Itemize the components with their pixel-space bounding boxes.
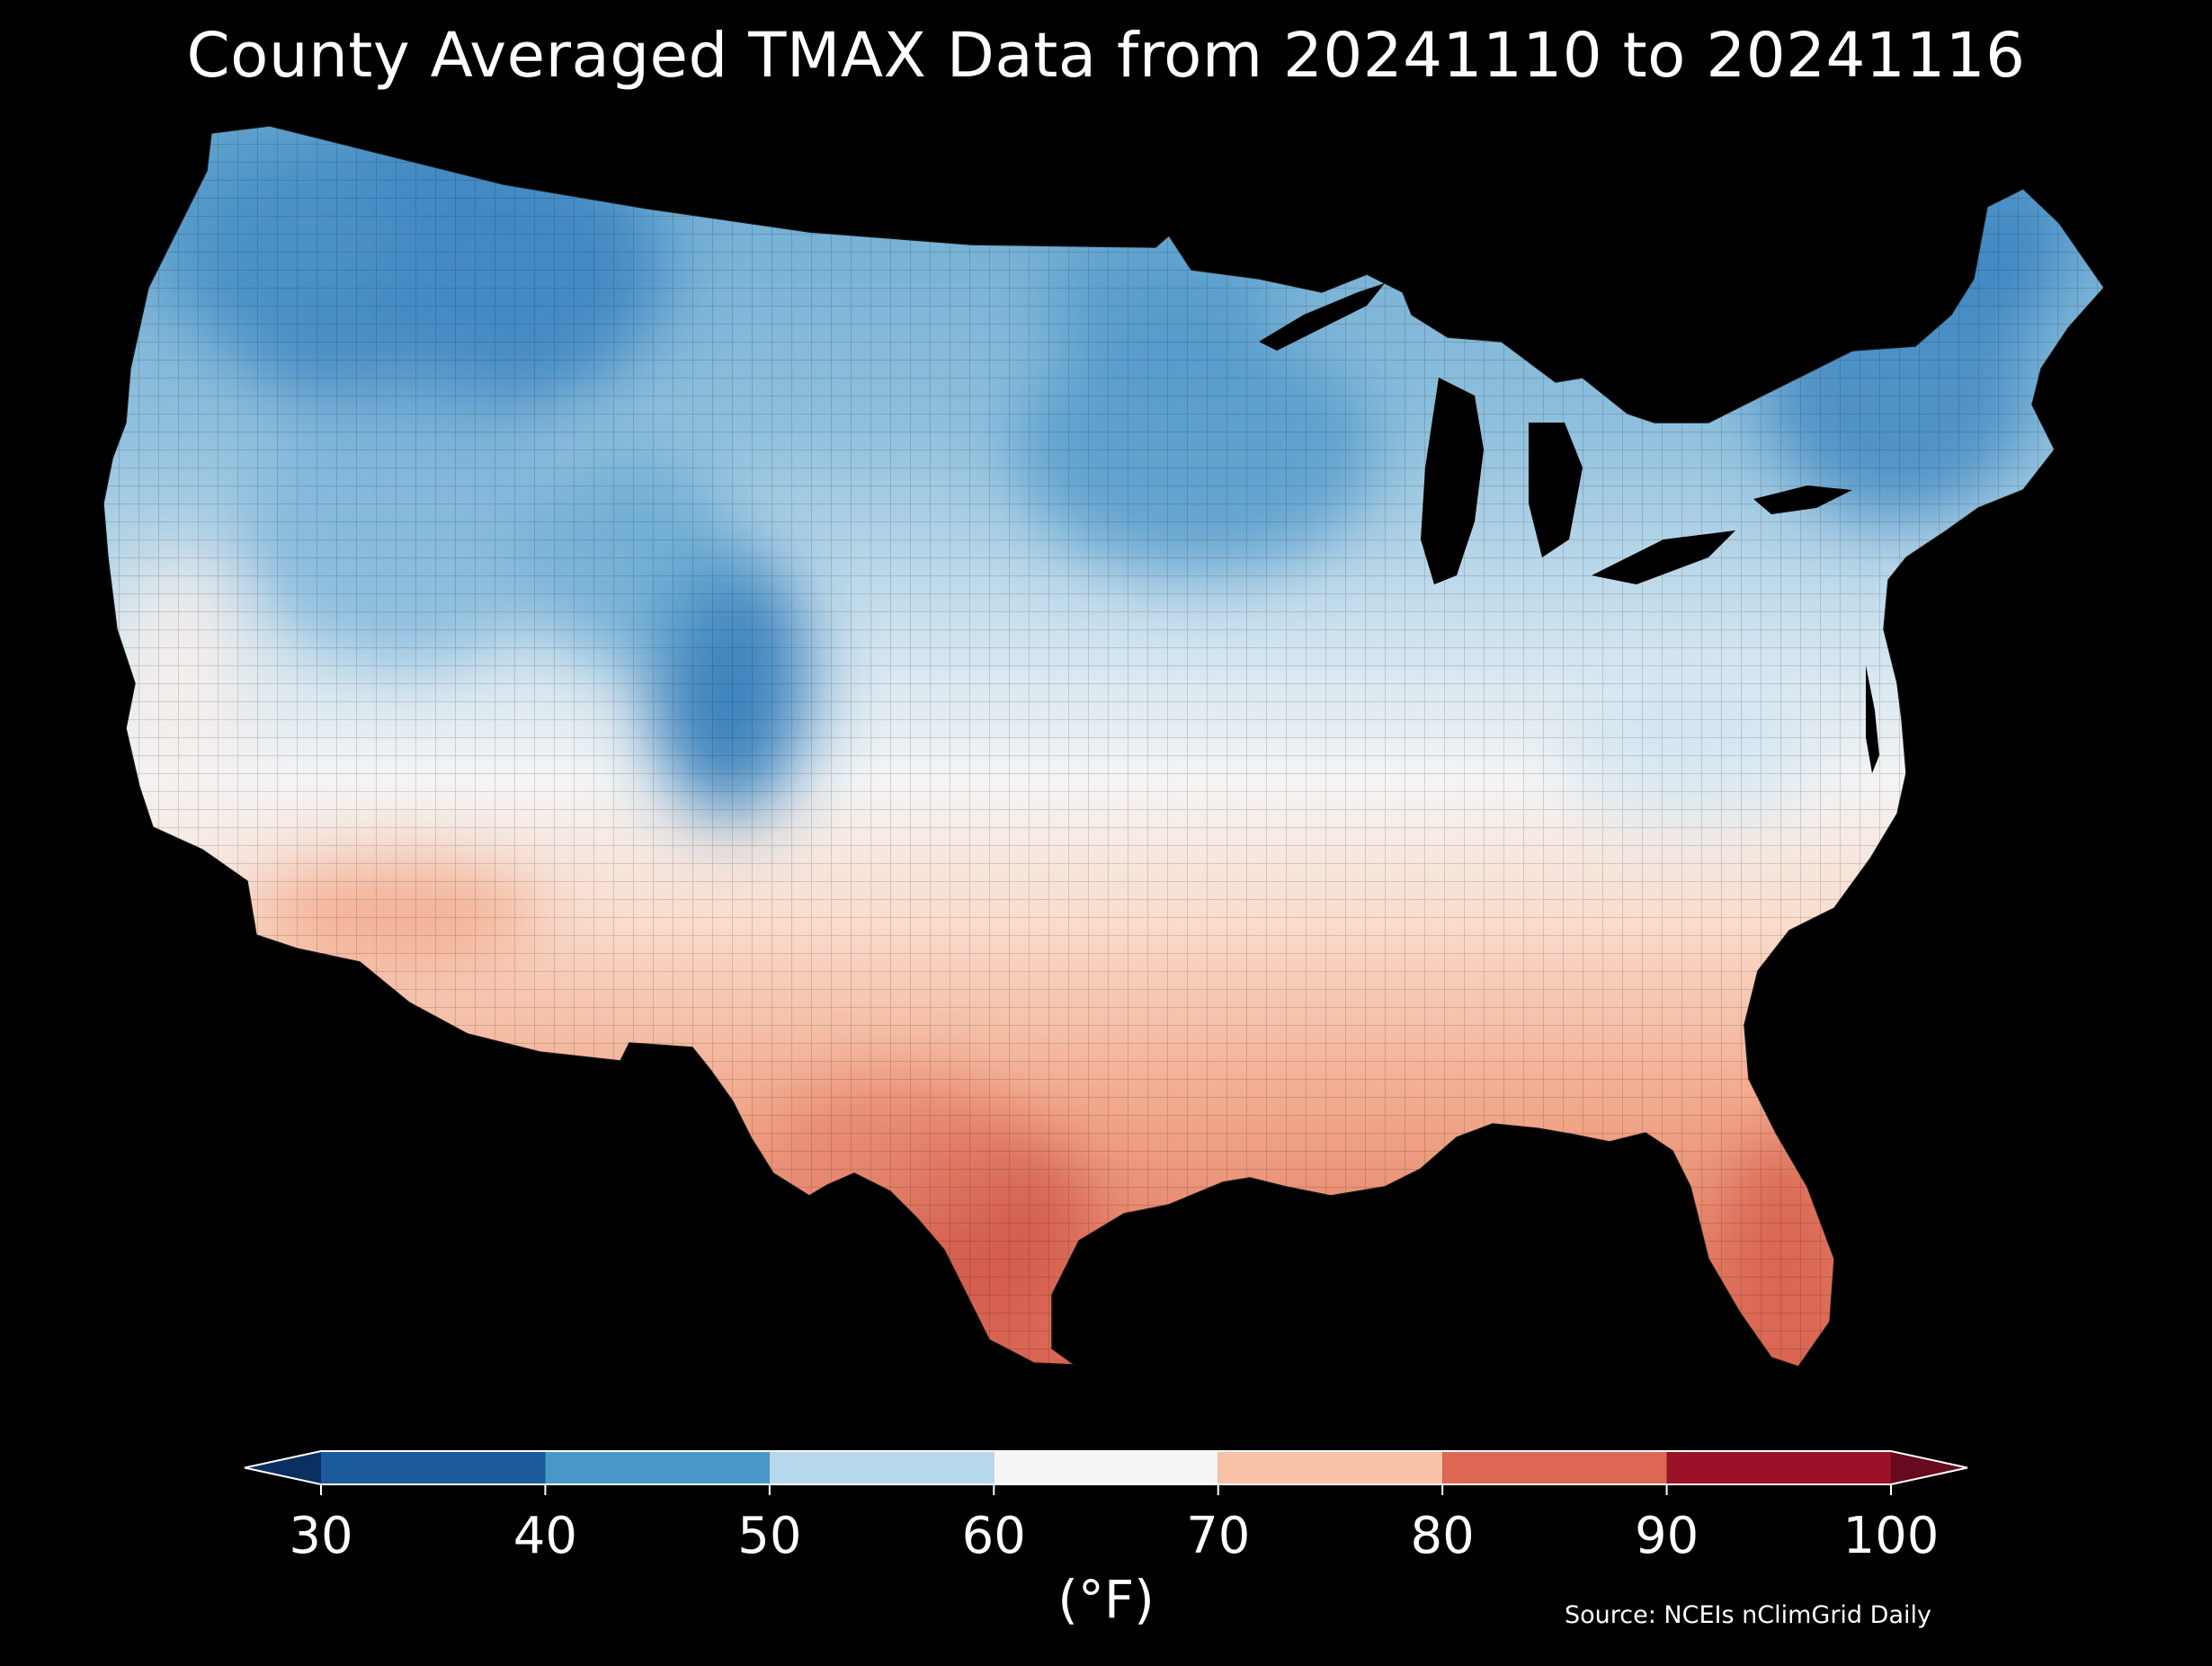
map-fill-layer (103, 126, 2104, 1367)
colorbar-bin-70-80 (1217, 1451, 1443, 1484)
colorbar-unit-label: (°F) (1057, 1569, 1155, 1630)
colorbar-tick-label-80: 80 (1411, 1507, 1475, 1565)
colorbar-bin-80-90 (1442, 1451, 1667, 1484)
colorbar-tick-label-100: 100 (1843, 1507, 1940, 1565)
colorbar-bin-40-50 (545, 1451, 770, 1484)
colorbar: 30 40 50 60 70 80 90 100 (0, 1430, 2212, 1636)
colorbar-tick-label-40: 40 (513, 1507, 577, 1565)
colorbar-bin-50-60 (769, 1451, 995, 1484)
source-attribution: Source: NCEIs nClimGrid Daily (1565, 1601, 1931, 1629)
colorbar-extend-under (245, 1451, 321, 1484)
colorbar-bin-30-40 (321, 1451, 546, 1484)
colorbar-tick-label-60: 60 (962, 1507, 1026, 1565)
us-choropleth-map (103, 125, 2105, 1368)
colorbar-extend-over (1891, 1451, 1967, 1484)
colorbar-tick-label-90: 90 (1635, 1507, 1699, 1565)
map-title: County Averaged TMAX Data from 20241110 … (186, 20, 2026, 92)
great-lakes (1259, 283, 1852, 584)
colorbar-svg: 30 40 50 60 70 80 90 100 (244, 1450, 1968, 1565)
chesapeake-bay (1866, 665, 1879, 773)
colorbar-tick-label-30: 30 (289, 1507, 352, 1565)
colorbar-bin-60-70 (994, 1451, 1218, 1484)
map-svg (103, 125, 2105, 1368)
colorbar-tick-label-50: 50 (737, 1507, 801, 1565)
colorbar-tick-label-70: 70 (1186, 1507, 1250, 1565)
colorbar-bin-90-100 (1666, 1451, 1891, 1484)
